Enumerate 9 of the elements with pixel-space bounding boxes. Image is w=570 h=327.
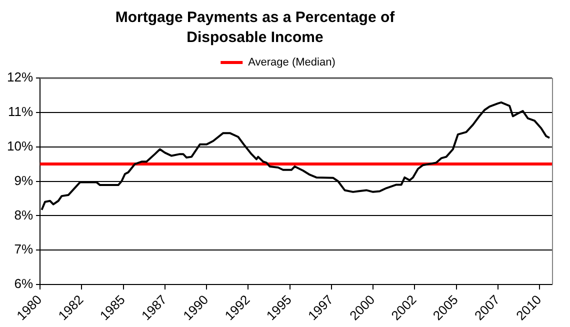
legend-label: Average (Median) [248, 56, 336, 69]
y-tick-label: 11% [8, 104, 34, 119]
y-tick-label: 10% [6, 138, 34, 154]
y-tick-label: 9% [14, 172, 34, 188]
y-tick-label: 6% [14, 276, 34, 292]
y-tick-label: 12% [6, 70, 34, 85]
y-tick-label: 8% [14, 207, 34, 222]
y-tick-label: 7% [14, 242, 34, 257]
chart-title: Mortgage Payments as a Percentage of Disposable Income [114, 8, 396, 48]
